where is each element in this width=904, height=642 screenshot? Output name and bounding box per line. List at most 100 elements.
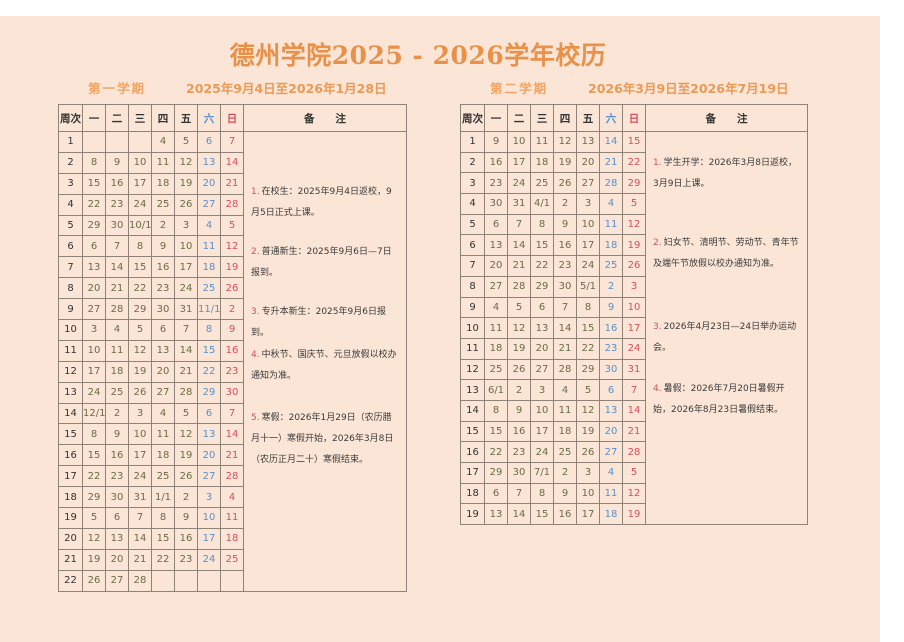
day-cell: 23 [553, 255, 577, 277]
day-cell: 27 [484, 275, 508, 298]
weekday-header: 日 [220, 104, 244, 132]
day-cell [220, 569, 244, 592]
day-cell: 22 [197, 360, 221, 383]
week-row: 6 13 14 15 16 17 18 19 [460, 234, 808, 257]
day-cell: 4 [599, 193, 623, 215]
day-cell: 27 [197, 193, 221, 216]
note-item: 5. 寒假：2026年1月29日（农历腊月十一）寒假开始，2026年3月8日（农历… [251, 408, 398, 471]
day-cell: 27 [197, 465, 221, 488]
day-cell: 25 [599, 255, 623, 277]
day-cell: 25 [151, 193, 175, 216]
week-number: 19 [58, 507, 83, 529]
day-cell: 18 [599, 234, 623, 257]
day-cell: 21 [599, 151, 623, 174]
note-text: 2026年4月23日—24日举办运动会。 [653, 322, 797, 353]
day-cell: 11 [220, 507, 244, 529]
week-row: 22 26 27 28 [58, 569, 407, 592]
day-cell: 14 [507, 234, 531, 257]
day-cell: 27 [530, 358, 554, 381]
day-cell: 26 [553, 172, 577, 195]
note-item: 3. 专升本新生：2025年9月6日报到。 [251, 302, 398, 344]
day-cell: 24 [128, 465, 152, 488]
day-cell: 7 [105, 235, 129, 258]
day-cell: 25 [530, 172, 554, 195]
note-item: 2. 普通新生：2025年9月6日—7日报到。 [251, 242, 398, 284]
day-cell: 15 [530, 503, 554, 526]
day-cell: 15 [82, 444, 106, 467]
day-cell: 5 [82, 507, 106, 529]
day-cell: 12/1 [82, 402, 106, 425]
semester-2-label: 第二学期 [490, 81, 549, 96]
day-cell: 20 [82, 277, 106, 300]
day-cell [128, 131, 152, 153]
week-row: 14 12/1 2 3 4 5 6 7 [58, 402, 407, 425]
day-cell: 28 [220, 465, 244, 488]
day-cell: 29 [82, 214, 106, 237]
day-cell: 11 [151, 423, 175, 446]
weekday-header: 五 [174, 104, 198, 132]
day-cell: 23 [105, 193, 129, 216]
day-cell: 9 [174, 507, 198, 529]
day-cell: 25 [484, 358, 508, 381]
day-cell: 12 [128, 339, 152, 362]
week-number: 4 [460, 193, 485, 215]
note-item: 1. 在校生：2025年9月4日返校，9月5日正式上课。 [251, 182, 398, 224]
day-cell: 3 [576, 193, 600, 215]
day-cell: 28 [599, 172, 623, 195]
day-cell: 24 [576, 255, 600, 277]
week-number: 14 [58, 402, 83, 425]
day-cell: 31 [622, 358, 646, 381]
note-text: 在校生：2025年9月4日返校，9月5日正式上课。 [251, 187, 392, 218]
week-row: 4 30 31 4/1 2 3 4 5 [460, 193, 808, 215]
day-cell: 23 [151, 277, 175, 300]
day-cell: 29 [484, 462, 508, 484]
day-cell: 13 [576, 131, 600, 153]
day-cell: 18 [151, 444, 175, 467]
week-number: 13 [58, 381, 83, 404]
day-cell: 26 [82, 569, 106, 592]
day-cell: 23 [484, 172, 508, 195]
day-cell: 21 [174, 360, 198, 383]
day-cell: 4 [484, 296, 508, 319]
day-cell: 17 [82, 360, 106, 383]
day-cell: 13 [82, 256, 106, 279]
note-text: 中秋节、国庆节、元旦放假以校办通知为准。 [251, 350, 397, 381]
week-number: 18 [460, 482, 485, 505]
day-cell: 5 [507, 296, 531, 319]
week-number: 3 [460, 172, 485, 195]
day-cell: 7 [622, 379, 646, 401]
day-cell [105, 131, 129, 153]
day-cell: 8 [82, 151, 106, 174]
day-cell: 7 [507, 213, 531, 236]
week-number: 15 [58, 423, 83, 446]
day-cell: 28 [622, 441, 646, 463]
day-cell: 27 [599, 441, 623, 463]
day-cell: 10 [82, 339, 106, 362]
note-text: 学生开学：2026年3月8日返校，3月9日上课。 [653, 158, 797, 189]
day-cell [151, 569, 175, 592]
week-row: 19 13 14 15 16 17 18 19 [460, 503, 808, 526]
week-row: 12 25 26 27 28 29 30 31 [460, 358, 808, 381]
day-cell: 20 [105, 548, 129, 571]
week-row: 9 4 5 6 7 8 9 10 [460, 296, 808, 319]
week-row: 12 17 18 19 20 21 22 23 [58, 360, 407, 383]
day-cell: 21 [622, 420, 646, 443]
day-cell: 5 [174, 402, 198, 425]
day-cell: 2 [220, 298, 244, 321]
day-cell: 15 [484, 420, 508, 443]
day-cell: 2 [553, 193, 577, 215]
day-cell: 30 [553, 275, 577, 298]
day-cell: 22 [530, 255, 554, 277]
day-cell: 19 [174, 172, 198, 195]
day-cell: 2 [599, 275, 623, 298]
day-cell: 13 [105, 527, 129, 550]
day-cell: 4 [553, 379, 577, 401]
day-cell: 15 [576, 317, 600, 339]
day-cell: 28 [220, 193, 244, 216]
day-cell: 13 [197, 151, 221, 174]
day-cell: 8 [530, 213, 554, 236]
semester-1-calendar: 周次一二三四五六日备 注 1 4 5 6 7 1. 在校生：2025年9月4日返校，9月5日正… [58, 104, 407, 592]
day-cell: 26 [174, 465, 198, 488]
week-number: 11 [58, 339, 83, 362]
day-cell: 18 [151, 172, 175, 195]
